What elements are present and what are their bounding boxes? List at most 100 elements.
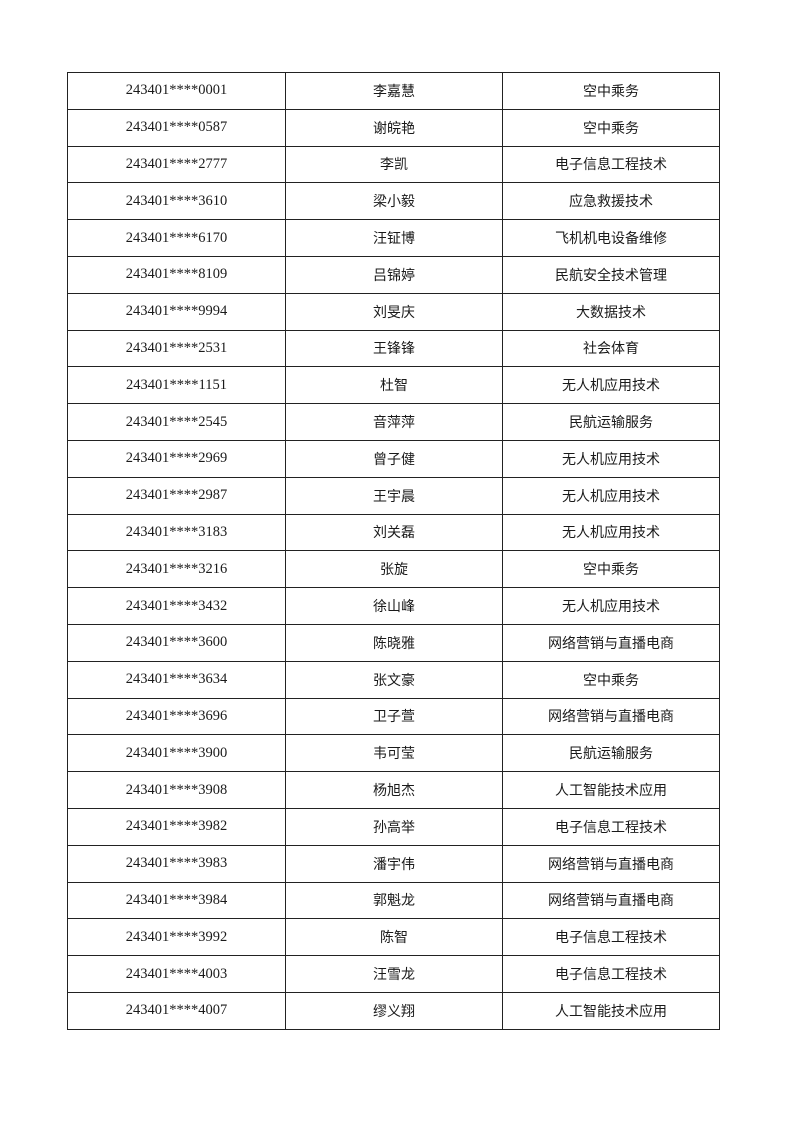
name-cell: 徐山峰 [285, 587, 503, 625]
table-row: 243401****4003 汪雪龙 电子信息工程技术 [67, 955, 720, 993]
name-cell: 陈智 [285, 918, 503, 957]
name-cell: 梁小毅 [285, 182, 503, 221]
name-cell: 李凯 [285, 145, 503, 184]
name-cell: 刘旻庆 [285, 292, 503, 331]
id-cell: 243401****9994 [67, 292, 286, 331]
major-cell: 电子信息工程技术 [502, 807, 720, 846]
id-cell: 243401****6170 [67, 219, 286, 257]
table-row: 243401****2777 李凯 电子信息工程技术 [67, 145, 720, 184]
table-row: 243401****3432 徐山峰 无人机应用技术 [67, 587, 720, 625]
major-cell: 电子信息工程技术 [502, 918, 720, 957]
name-cell: 韦可莹 [285, 734, 503, 773]
table-row: 243401****3992 陈智 电子信息工程技术 [67, 918, 720, 957]
name-cell: 刘关磊 [285, 513, 503, 552]
table-row: 243401****8109 吕锦婷 民航安全技术管理 [67, 255, 720, 294]
name-cell: 潘宇伟 [285, 844, 503, 883]
major-cell: 民航安全技术管理 [502, 255, 720, 294]
table-row: 243401****3984 郭魁龙 网络营销与直播电商 [67, 881, 720, 920]
id-cell: 243401****8109 [67, 255, 286, 294]
major-cell: 网络营销与直播电商 [502, 881, 720, 920]
student-table: 243401****0001 李嘉慧 空中乘务 243401****0587 谢皖艳 空中… [67, 72, 720, 1030]
table-row: 243401****3216 张旋 空中乘务 [67, 550, 720, 589]
name-cell: 王宇晨 [285, 476, 503, 515]
name-cell: 汪钲博 [285, 219, 503, 257]
name-cell: 王锋锋 [285, 329, 503, 368]
table-row: 243401****2545 音萍萍 民航运输服务 [67, 403, 720, 441]
id-cell: 243401****3432 [67, 587, 286, 625]
major-cell: 网络营销与直播电商 [502, 623, 720, 662]
major-cell: 无人机应用技术 [502, 513, 720, 552]
table-row: 243401****0001 李嘉慧 空中乘务 [67, 72, 720, 110]
id-cell: 243401****3696 [67, 697, 286, 736]
table-row: 243401****2969 曾子健 无人机应用技术 [67, 439, 720, 478]
table-row: 243401****2987 王宇晨 无人机应用技术 [67, 476, 720, 515]
name-cell: 孙高举 [285, 807, 503, 846]
table-row: 243401****3982 孙高举 电子信息工程技术 [67, 807, 720, 846]
id-cell: 243401****2777 [67, 145, 286, 184]
major-cell: 网络营销与直播电商 [502, 844, 720, 883]
name-cell: 李嘉慧 [285, 72, 503, 110]
id-cell: 243401****3900 [67, 734, 286, 773]
id-cell: 243401****3634 [67, 660, 286, 699]
table-row: 243401****3900 韦可莹 民航运输服务 [67, 734, 720, 773]
major-cell: 空中乘务 [502, 550, 720, 589]
id-cell: 243401****3983 [67, 844, 286, 883]
name-cell: 曾子健 [285, 439, 503, 478]
name-cell: 缪义翔 [285, 991, 503, 1030]
name-cell: 音萍萍 [285, 403, 503, 441]
major-cell: 网络营销与直播电商 [502, 697, 720, 736]
major-cell: 电子信息工程技术 [502, 955, 720, 993]
id-cell: 243401****3992 [67, 918, 286, 957]
table-row: 243401****3634 张文豪 空中乘务 [67, 660, 720, 699]
id-cell: 243401****2987 [67, 476, 286, 515]
major-cell: 飞机机电设备维修 [502, 219, 720, 257]
major-cell: 社会体育 [502, 329, 720, 368]
major-cell: 人工智能技术应用 [502, 991, 720, 1030]
id-cell: 243401****3216 [67, 550, 286, 589]
id-cell: 243401****3984 [67, 881, 286, 920]
table-row: 243401****0587 谢皖艳 空中乘务 [67, 108, 720, 147]
id-cell: 243401****1151 [67, 366, 286, 405]
id-cell: 243401****3982 [67, 807, 286, 846]
major-cell: 无人机应用技术 [502, 587, 720, 625]
major-cell: 大数据技术 [502, 292, 720, 331]
name-cell: 张文豪 [285, 660, 503, 699]
name-cell: 卫子萱 [285, 697, 503, 736]
major-cell: 无人机应用技术 [502, 439, 720, 478]
id-cell: 243401****3183 [67, 513, 286, 552]
student-table-body: 243401****0001 李嘉慧 空中乘务 243401****0587 谢皖艳 空中… [67, 72, 720, 1030]
major-cell: 民航运输服务 [502, 734, 720, 773]
id-cell: 243401****0001 [67, 72, 286, 110]
table-row: 243401****4007 缪义翔 人工智能技术应用 [67, 991, 720, 1030]
name-cell: 吕锦婷 [285, 255, 503, 294]
table-row: 243401****1151 杜智 无人机应用技术 [67, 366, 720, 405]
major-cell: 空中乘务 [502, 72, 720, 110]
table-row: 243401****6170 汪钲博 飞机机电设备维修 [67, 219, 720, 257]
id-cell: 243401****3600 [67, 623, 286, 662]
table-row: 243401****3983 潘宇伟 网络营销与直播电商 [67, 844, 720, 883]
table-row: 243401****3600 陈晓雅 网络营销与直播电商 [67, 623, 720, 662]
id-cell: 243401****2969 [67, 439, 286, 478]
name-cell: 陈晓雅 [285, 623, 503, 662]
id-cell: 243401****4007 [67, 991, 286, 1030]
major-cell: 电子信息工程技术 [502, 145, 720, 184]
table-row: 243401****2531 王锋锋 社会体育 [67, 329, 720, 368]
id-cell: 243401****3610 [67, 182, 286, 221]
major-cell: 空中乘务 [502, 660, 720, 699]
major-cell: 无人机应用技术 [502, 366, 720, 405]
major-cell: 人工智能技术应用 [502, 771, 720, 809]
name-cell: 谢皖艳 [285, 108, 503, 147]
name-cell: 郭魁龙 [285, 881, 503, 920]
major-cell: 无人机应用技术 [502, 476, 720, 515]
id-cell: 243401****3908 [67, 771, 286, 809]
table-row: 243401****3908 杨旭杰 人工智能技术应用 [67, 771, 720, 809]
id-cell: 243401****0587 [67, 108, 286, 147]
id-cell: 243401****4003 [67, 955, 286, 993]
name-cell: 杨旭杰 [285, 771, 503, 809]
id-cell: 243401****2531 [67, 329, 286, 368]
table-row: 243401****3183 刘关磊 无人机应用技术 [67, 513, 720, 552]
name-cell: 张旋 [285, 550, 503, 589]
table-row: 243401****3696 卫子萱 网络营销与直播电商 [67, 697, 720, 736]
table-row: 243401****9994 刘旻庆 大数据技术 [67, 292, 720, 331]
id-cell: 243401****2545 [67, 403, 286, 441]
